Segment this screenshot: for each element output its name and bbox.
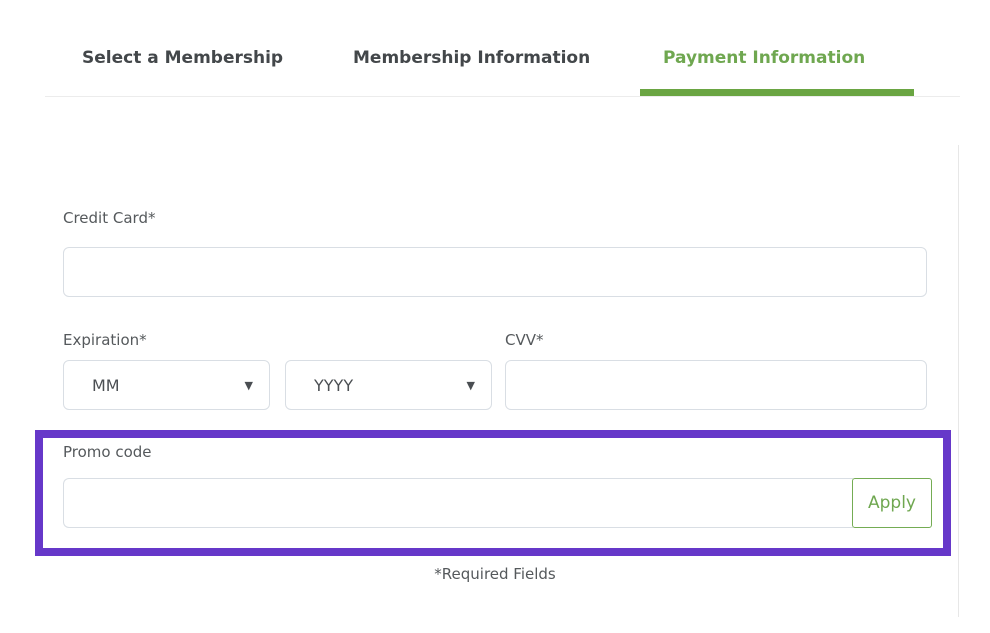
required-fields-note: *Required Fields — [434, 565, 556, 583]
promo-code-label: Promo code — [63, 443, 152, 461]
chevron-down-icon: ▼ — [466, 378, 475, 392]
tabbar-divider — [45, 96, 960, 97]
credit-card-input[interactable] — [63, 247, 927, 297]
tab-membership-information[interactable]: Membership Information — [353, 48, 591, 68]
expiration-year-select[interactable]: YYYY ▼ — [285, 360, 492, 410]
cvv-input[interactable] — [505, 360, 927, 410]
promo-code-input[interactable] — [63, 478, 853, 528]
chevron-down-icon: ▼ — [244, 378, 253, 392]
tab-payment-information[interactable]: Payment Information — [663, 48, 866, 68]
expiration-month-value: MM — [92, 375, 120, 395]
cvv-label: CVV* — [505, 331, 544, 349]
apply-promo-button[interactable]: Apply — [852, 478, 932, 528]
panel-right-border — [958, 145, 959, 617]
expiration-label: Expiration* — [63, 331, 147, 349]
expiration-month-select[interactable]: MM ▼ — [63, 360, 270, 410]
credit-card-label: Credit Card* — [63, 209, 156, 227]
tab-select-a-membership[interactable]: Select a Membership — [82, 48, 284, 68]
active-tab-underline — [640, 89, 914, 96]
expiration-year-value: YYYY — [314, 375, 354, 395]
